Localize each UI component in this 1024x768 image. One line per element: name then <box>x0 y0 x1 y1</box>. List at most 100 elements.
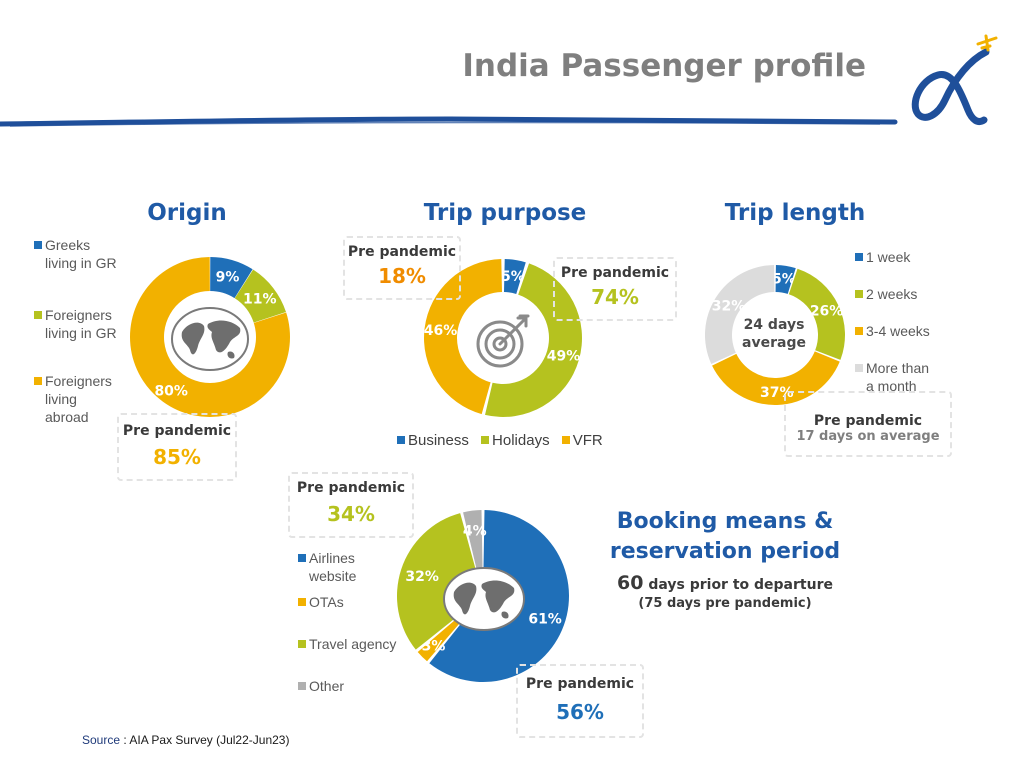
legend-label: living in GR <box>45 255 117 271</box>
pre-pandemic-label: Pre pandemic <box>560 265 670 281</box>
origin-pre-pandemic-box: Pre pandemic 85% <box>117 413 237 481</box>
donut-slice <box>397 513 483 650</box>
booking-days-value: 60 <box>617 572 644 594</box>
pre-pandemic-value: 56% <box>556 700 604 724</box>
booking-title-line: Booking means & <box>616 509 834 534</box>
legend-item: OTAs <box>298 593 418 635</box>
donut-slice <box>504 259 526 294</box>
pre-pandemic-label: Pre pandemic <box>296 480 406 496</box>
donut-slice <box>423 259 502 415</box>
legend-label: Travel agency <box>309 636 397 652</box>
pre-pandemic-value: 34% <box>327 502 375 526</box>
length-donut-chart: 5%26%37%32% <box>705 265 845 405</box>
slice-data-label: 11% <box>243 291 277 307</box>
source-note: Source : AIA Pax Survey (Jul22-Jun23) <box>82 733 289 747</box>
pre-pandemic-label: Pre pandemic <box>347 244 457 260</box>
origin-legend: Greeks living in GR Foreigners living in… <box>34 236 144 426</box>
booking-title: Booking means & reservation period <box>600 507 850 567</box>
slice-data-label: 32% <box>712 299 746 315</box>
length-center-text: 24 days average <box>735 316 813 352</box>
legend-item: Business <box>397 432 469 449</box>
legend-swatch <box>34 241 42 249</box>
world-map-icon <box>443 567 525 631</box>
legend-swatch <box>298 554 306 562</box>
legend-label: Airlines <box>309 550 355 566</box>
legend-item: Holidays <box>481 432 550 449</box>
legend-swatch <box>298 640 306 648</box>
source-text: : AIA Pax Survey (Jul22-Jun23) <box>123 733 290 747</box>
donut-slice <box>234 269 286 323</box>
legend-swatch <box>34 377 42 385</box>
airport-logo-icon <box>911 34 998 125</box>
target-icon <box>476 314 530 368</box>
legend-item: 3-4 weeks <box>855 322 975 359</box>
legend-item: More than a month <box>855 359 975 395</box>
page-title: India Passenger profile <box>462 48 866 84</box>
legend-item: VFR <box>561 432 603 449</box>
slice-data-label: 5% <box>772 272 796 288</box>
legend-item: Airlines website <box>298 549 418 593</box>
length-title: Trip length <box>724 200 866 226</box>
length-center-line: 24 days <box>743 317 805 333</box>
legend-label: More than <box>866 360 930 376</box>
pre-pandemic-sub: 17 days on average <box>796 429 940 444</box>
legend-label: website <box>309 568 357 584</box>
slice-data-label: 49% <box>547 349 581 365</box>
purpose-title: Trip purpose <box>423 200 587 226</box>
slice-data-label: 61% <box>528 611 562 627</box>
booking-legend: Airlines website OTAs Travel agency Othe… <box>298 549 418 695</box>
slice-data-label: 32% <box>405 569 439 585</box>
legend-swatch <box>298 682 306 690</box>
legend-label: VFR <box>572 432 603 449</box>
legend-swatch <box>855 364 863 372</box>
pre-pandemic-value: 85% <box>153 445 201 469</box>
slice-data-label: 5% <box>501 269 525 285</box>
legend-item: 2 weeks <box>855 285 975 322</box>
purpose-pre-pandemic-box-left: Pre pandemic 18% <box>343 236 461 300</box>
world-map-icon <box>171 307 249 371</box>
legend-label: Greeks <box>45 237 91 253</box>
booking-days-text: days prior to departure <box>648 577 833 593</box>
length-center-line: average <box>742 335 806 351</box>
legend-swatch <box>298 598 306 606</box>
donut-slice <box>775 265 796 294</box>
pre-pandemic-label: Pre pandemic <box>525 676 635 692</box>
legend-label: 3-4 weeks <box>866 323 930 339</box>
purpose-pre-pandemic-box-right: Pre pandemic 74% <box>553 257 677 321</box>
slice-data-label: 26% <box>810 304 844 320</box>
pre-pandemic-value: 18% <box>378 264 426 288</box>
legend-label: Foreigners <box>45 373 112 389</box>
legend-label: 2 weeks <box>866 286 918 302</box>
header-brush-line <box>0 116 898 127</box>
slice-data-label: 9% <box>216 270 240 286</box>
legend-swatch <box>397 436 405 444</box>
pre-pandemic-label: Pre pandemic <box>813 413 923 429</box>
legend-item: Other <box>298 677 418 695</box>
legend-label: Holidays <box>492 432 550 449</box>
purpose-donut-chart: 5% 49% 46% <box>423 259 583 417</box>
legend-item: Travel agency <box>298 635 418 677</box>
donut-slice <box>129 257 290 417</box>
slice-data-label: 3% <box>422 638 446 654</box>
donut-slice <box>485 263 583 417</box>
slice-data-label: 80% <box>154 383 188 399</box>
legend-label: a month <box>866 378 917 394</box>
booking-days: 60 days prior to departure <box>590 572 860 594</box>
legend-label: Business <box>408 432 469 449</box>
booking-pre-days: (75 days pre pandemic) <box>638 596 812 611</box>
legend-label: 1 week <box>866 249 911 265</box>
length-legend: 1 week 2 weeks 3-4 weeks More than a mon… <box>855 248 975 395</box>
origin-title: Origin <box>147 200 227 226</box>
legend-label: Other <box>309 678 345 694</box>
origin-donut-chart: 9%11% 80% <box>129 257 290 417</box>
pre-pandemic-value: 74% <box>591 285 639 309</box>
donut-slice <box>705 265 775 364</box>
legend-item: Foreigners living abroad <box>34 372 144 426</box>
slice-data-label: 46% <box>424 323 458 339</box>
legend-swatch <box>561 436 570 444</box>
legend-swatch <box>34 311 42 319</box>
legend-label: OTAs <box>309 594 344 610</box>
slice-data-label: 4% <box>463 524 487 540</box>
booking-title-line: reservation period <box>609 539 841 564</box>
legend-swatch <box>855 327 863 335</box>
